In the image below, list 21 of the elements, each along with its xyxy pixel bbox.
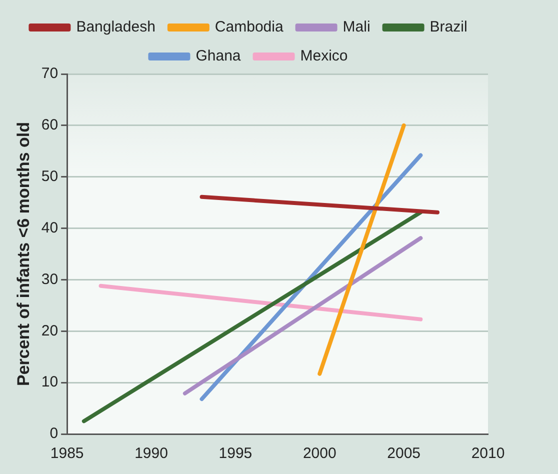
legend-label: Cambodia <box>214 18 284 36</box>
y-tick-label: 50 <box>41 168 58 185</box>
y-tick-label: 60 <box>41 116 58 134</box>
x-tick-label: 2000 <box>302 445 336 462</box>
y-axis-title: Percent of infants <6 months old <box>14 122 33 386</box>
x-tick-label: 2005 <box>387 445 421 462</box>
legend-label: Brazil <box>430 18 468 36</box>
y-tick-label: 40 <box>41 219 58 236</box>
y-tick-label: 70 <box>41 65 58 82</box>
x-tick-label: 1995 <box>218 445 252 462</box>
x-tick-label: 2010 <box>471 445 505 462</box>
x-tick-label: 1985 <box>50 445 84 462</box>
y-tick-label: 30 <box>41 270 58 288</box>
legend-label: Mali <box>342 18 370 36</box>
y-tick-label: 10 <box>41 374 58 391</box>
legend-label: Bangladesh <box>76 18 156 36</box>
x-tick-label: 1990 <box>134 445 168 462</box>
legend-label: Ghana <box>196 48 242 65</box>
legend-label: Mexico <box>300 48 348 65</box>
y-tick-label: 0 <box>50 425 58 442</box>
y-tick-label: 20 <box>41 322 58 340</box>
